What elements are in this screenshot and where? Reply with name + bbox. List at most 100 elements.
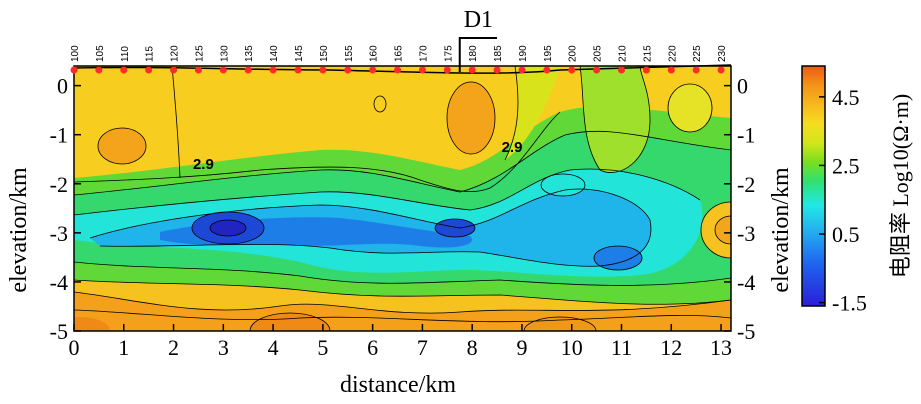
plot-frame bbox=[73, 65, 732, 332]
station-marker bbox=[170, 66, 178, 74]
station-label: 115 bbox=[145, 46, 156, 62]
x-tick-label: 4 bbox=[268, 335, 279, 360]
station-label: 100 bbox=[70, 45, 81, 62]
station-label: 110 bbox=[120, 46, 131, 62]
x-tick-label: 0 bbox=[69, 335, 80, 360]
y-axis-left-title: elevation/km bbox=[6, 167, 32, 293]
station-label: 205 bbox=[593, 45, 604, 62]
station-marker bbox=[568, 66, 576, 74]
colorbar: 4.5 2.5 0.5 -1.5 电阻率 Log10(Ω·m) bbox=[801, 65, 913, 316]
station-label: 170 bbox=[418, 45, 429, 62]
station-label: 195 bbox=[543, 45, 554, 62]
y-axis-right: 0 -1 -2 -3 -4 -5 bbox=[724, 74, 755, 344]
colorbar-gradient bbox=[801, 65, 826, 307]
station-label: 185 bbox=[493, 45, 504, 62]
y-axis-left: 0 -1 -2 -3 -4 -5 bbox=[50, 74, 81, 344]
station-marker bbox=[468, 66, 476, 74]
station-label: 160 bbox=[369, 45, 380, 62]
y-tick-label-left: 0 bbox=[57, 74, 68, 99]
station-marker bbox=[667, 66, 675, 74]
station-marker bbox=[269, 66, 277, 74]
y-tick-label-left: -3 bbox=[50, 221, 68, 246]
colorbar-tick-label: 4.5 bbox=[832, 85, 860, 110]
station-label: 140 bbox=[269, 45, 280, 62]
y-tick-label-right: 0 bbox=[737, 74, 748, 99]
x-tick-label: 2 bbox=[168, 335, 179, 360]
x-tick-label: 1 bbox=[118, 335, 129, 360]
station-label: 145 bbox=[294, 45, 305, 62]
station-label: 200 bbox=[568, 45, 579, 62]
contour-label: 2.9 bbox=[193, 156, 214, 173]
x-tick-label: 13 bbox=[710, 335, 732, 360]
x-tick-label: 3 bbox=[218, 335, 229, 360]
station-label: 130 bbox=[219, 45, 230, 62]
colorbar-tick-label: 2.5 bbox=[832, 153, 860, 178]
fault-d1: D1 bbox=[458, 7, 498, 72]
y-axis-right-title: elevation/km bbox=[768, 167, 794, 293]
station-marker bbox=[717, 66, 725, 74]
station-marker bbox=[543, 66, 551, 74]
station-label: 150 bbox=[319, 45, 330, 62]
station-label: 180 bbox=[468, 45, 479, 62]
station-label: 165 bbox=[394, 45, 405, 62]
y-tick-label-left: -2 bbox=[50, 172, 68, 197]
resistivity-field bbox=[74, 66, 731, 331]
station-label: 230 bbox=[717, 45, 728, 62]
fault-label: D1 bbox=[464, 7, 493, 33]
y-tick-label-left: -4 bbox=[50, 270, 68, 295]
station-label: 215 bbox=[642, 45, 653, 62]
station-marker bbox=[95, 66, 103, 74]
contour-label: 2.9 bbox=[502, 139, 523, 156]
station-label: 135 bbox=[244, 45, 255, 62]
x-tick-label: 12 bbox=[660, 335, 682, 360]
station-marker bbox=[294, 66, 302, 74]
station-markers: 100 105 110 115 120 125 130 135 140 145 150 155 160 1… bbox=[70, 45, 728, 74]
station-marker bbox=[319, 66, 327, 74]
station-marker bbox=[120, 66, 128, 74]
x-tick-label: 8 bbox=[467, 335, 478, 360]
x-tick-label: 10 bbox=[561, 335, 583, 360]
station-marker bbox=[70, 66, 78, 74]
station-label: 125 bbox=[194, 45, 205, 62]
station-marker bbox=[642, 66, 650, 74]
station-marker bbox=[418, 66, 426, 74]
x-axis: 0 1 2 3 4 5 6 7 8 9 10 11 12 13 bbox=[69, 324, 732, 360]
station-marker bbox=[394, 66, 402, 74]
station-marker bbox=[369, 66, 377, 74]
station-label: 175 bbox=[443, 45, 454, 62]
station-marker bbox=[493, 66, 501, 74]
topography-line bbox=[73, 64, 732, 74]
x-tick-label: 5 bbox=[317, 335, 328, 360]
station-label: 225 bbox=[692, 45, 703, 62]
station-label: 155 bbox=[344, 45, 355, 62]
y-tick-label-right: -5 bbox=[737, 319, 755, 344]
station-marker bbox=[692, 66, 700, 74]
station-marker bbox=[145, 66, 153, 74]
y-tick-label-right: -1 bbox=[737, 123, 755, 148]
station-marker bbox=[443, 66, 451, 74]
station-marker bbox=[593, 66, 601, 74]
x-tick-label: 7 bbox=[417, 335, 428, 360]
station-label: 210 bbox=[618, 45, 629, 62]
x-tick-label: 11 bbox=[611, 335, 632, 360]
x-tick-label: 6 bbox=[367, 335, 378, 360]
station-marker bbox=[518, 66, 526, 74]
y-tick-label-right: -4 bbox=[737, 270, 755, 295]
station-label: 190 bbox=[518, 45, 529, 62]
colorbar-ticks: 4.5 2.5 0.5 -1.5 bbox=[819, 85, 867, 316]
station-marker bbox=[618, 66, 625, 74]
colorbar-title: 电阻率 Log10(Ω·m) bbox=[888, 94, 913, 278]
contour-labels: 2.9 2.9 bbox=[193, 139, 522, 173]
x-tick-label: 9 bbox=[516, 335, 527, 360]
y-tick-label-left: -5 bbox=[50, 319, 68, 344]
station-marker bbox=[219, 66, 227, 74]
station-marker bbox=[244, 66, 252, 74]
station-label: 220 bbox=[667, 45, 678, 62]
y-tick-label-right: -3 bbox=[737, 221, 755, 246]
x-axis-title: distance/km bbox=[340, 372, 456, 398]
station-label: 120 bbox=[170, 45, 181, 62]
station-marker bbox=[344, 66, 352, 74]
station-label: 105 bbox=[95, 45, 106, 62]
colorbar-tick-label: -1.5 bbox=[832, 291, 867, 316]
